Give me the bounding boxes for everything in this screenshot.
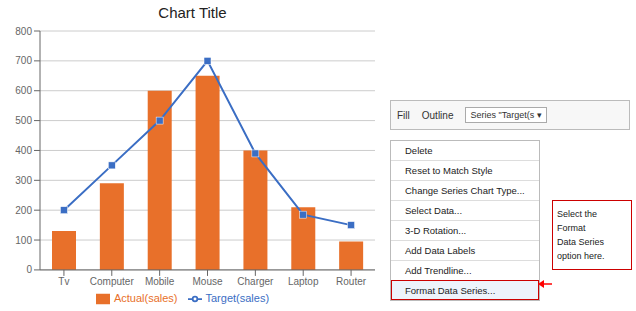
svg-text:0: 0 xyxy=(26,264,32,275)
svg-text:Router: Router xyxy=(336,276,367,287)
svg-text:500: 500 xyxy=(15,115,32,126)
html-text:Outline: Outline xyxy=(421,109,454,121)
html-text:Select the Format Data Series: Select the Format Data Series option her… xyxy=(557,209,605,261)
html-text:Format Data Series...: Format Data Series... xyxy=(405,285,496,296)
svg-text:Laptop: Laptop xyxy=(288,276,319,287)
svg-text:100: 100 xyxy=(15,235,32,246)
html-text:3-D Rotation...: 3-D Rotation... xyxy=(405,225,467,236)
svg-text:Charger: Charger xyxy=(237,276,274,287)
svg-text:Mouse: Mouse xyxy=(192,276,222,287)
html-text:Chart Title: Chart Title xyxy=(158,4,227,21)
svg-text:300: 300 xyxy=(15,175,32,186)
html-text:Add Trendline...: Add Trendline... xyxy=(405,265,472,276)
svg-text:800: 800 xyxy=(15,26,32,37)
html-text:Add Data Labels: Add Data Labels xyxy=(405,245,476,256)
svg-text:Computer: Computer xyxy=(90,276,135,287)
svg-text:200: 200 xyxy=(15,205,32,216)
html-text:Actual(sales): Actual(sales) xyxy=(113,291,178,304)
html-text:Fill: Fill xyxy=(397,109,410,121)
svg-text:700: 700 xyxy=(15,55,32,66)
html-text:Delete: Delete xyxy=(405,145,433,156)
svg-text:Mobile: Mobile xyxy=(145,276,175,287)
svg-text:Tv: Tv xyxy=(58,276,69,287)
svg-text:600: 600 xyxy=(15,85,32,96)
html-text:Series "Target(s ▾: Series "Target(s ▾ xyxy=(470,110,542,120)
html-text:Target(sales): Target(sales) xyxy=(205,291,270,304)
html-text:Select Data...: Select Data... xyxy=(405,205,462,216)
html-text:Reset to Match Style: Reset to Match Style xyxy=(405,165,493,176)
svg-text:400: 400 xyxy=(15,145,32,156)
html-text:Change Series Chart Type...: Change Series Chart Type... xyxy=(405,185,525,196)
